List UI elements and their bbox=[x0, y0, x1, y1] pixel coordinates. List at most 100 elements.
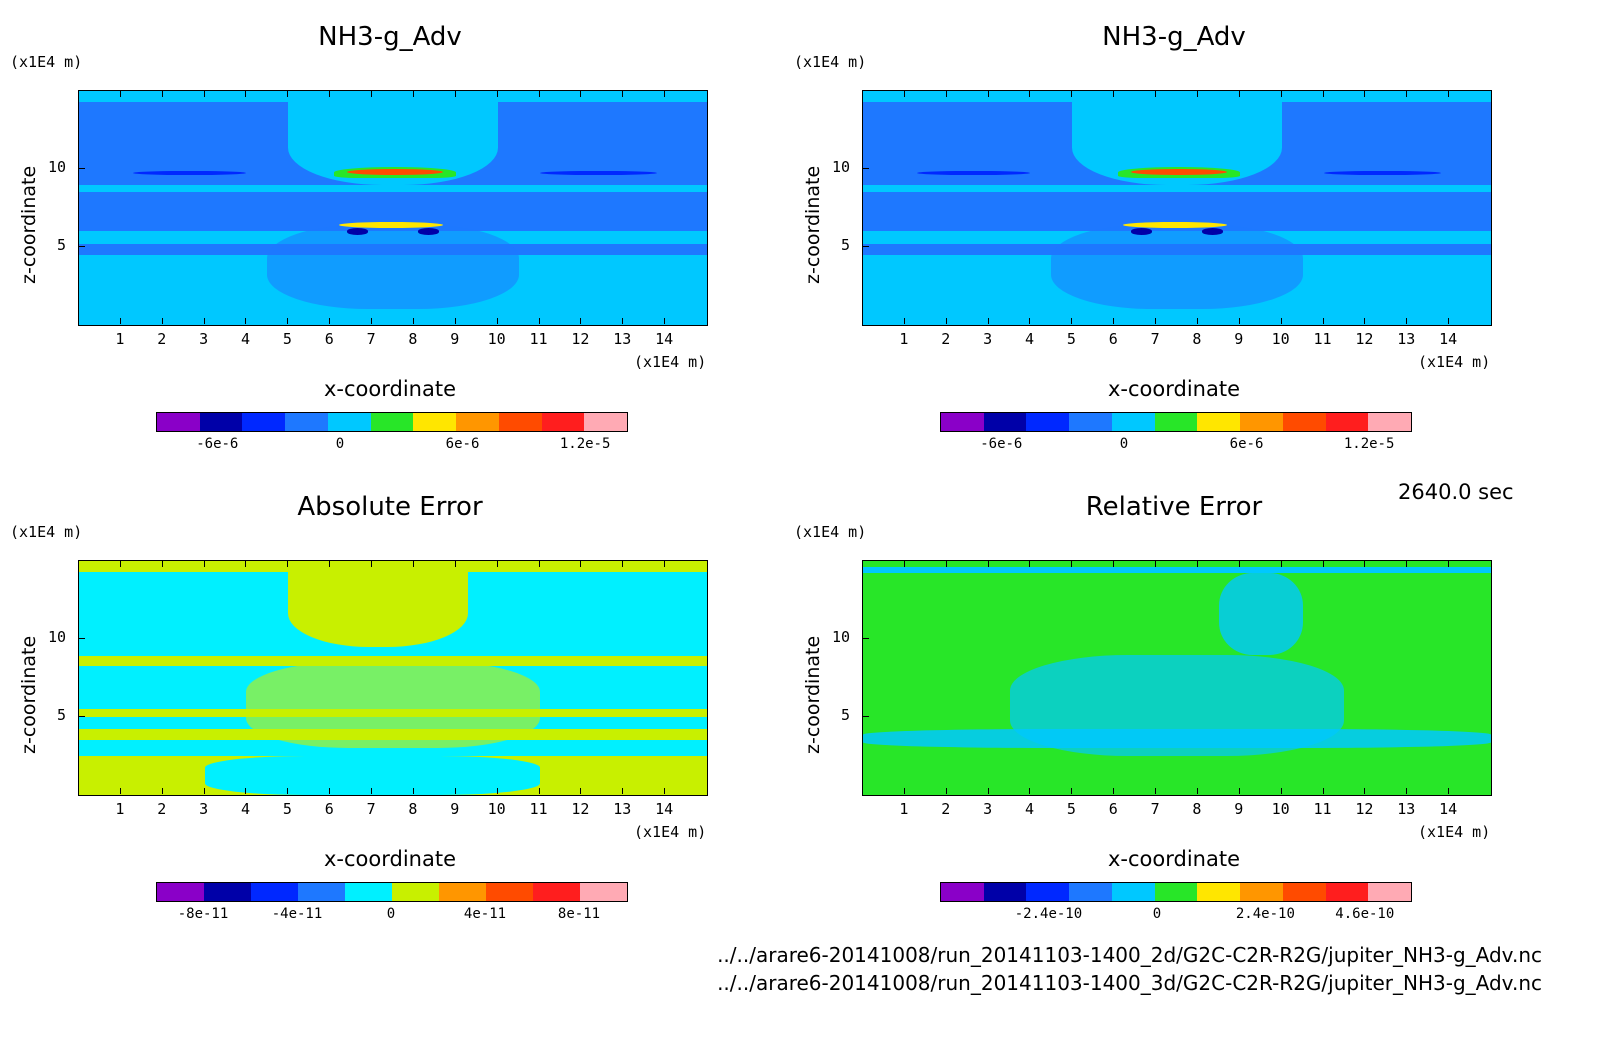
x-axis-label: x-coordinate bbox=[323, 377, 456, 401]
colorbar-swatch bbox=[1111, 413, 1155, 431]
x-tick-label: 10 bbox=[487, 800, 506, 818]
time-label: 2640.0 sec bbox=[1398, 480, 1514, 504]
colorbar bbox=[156, 882, 628, 902]
x-tick-mark bbox=[1364, 318, 1366, 324]
x-tick-label: 11 bbox=[529, 800, 548, 818]
contour-region bbox=[917, 170, 1031, 176]
x-axis-label: x-coordinate bbox=[323, 847, 456, 871]
x-tick-mark bbox=[119, 318, 121, 324]
contour-region bbox=[539, 170, 657, 176]
x-tick-label: 14 bbox=[1439, 800, 1458, 818]
y-tick-mark bbox=[79, 246, 85, 247]
colorbar-swatch bbox=[1069, 413, 1112, 431]
x-tick-label: 4 bbox=[1024, 330, 1034, 348]
colorbar-swatch bbox=[580, 883, 627, 901]
contour-region bbox=[1009, 654, 1345, 756]
x-tick-mark bbox=[1029, 318, 1031, 324]
x-tick-label: 3 bbox=[983, 330, 993, 348]
y-tick-label: 5 bbox=[57, 706, 67, 724]
colorbar-tick-label: -4e-11 bbox=[271, 906, 323, 922]
x-tick-mark-top bbox=[119, 91, 121, 97]
x-tick-label: 3 bbox=[199, 330, 209, 348]
colorbar-swatch bbox=[498, 413, 542, 431]
colorbar-tick-label: 1.2e-5 bbox=[1343, 436, 1395, 452]
x-tick-mark-top bbox=[161, 561, 163, 567]
colorbar-swatch bbox=[345, 883, 392, 901]
colorbar-swatch bbox=[541, 413, 585, 431]
x-tick-mark bbox=[454, 318, 456, 324]
y-tick-label: 5 bbox=[841, 236, 851, 254]
x-tick-mark-top bbox=[1406, 561, 1408, 567]
y-tick-label: 5 bbox=[841, 706, 851, 724]
chart-panel-1: NH3-g_Adv (x1E4 m) z-coordinate 1 2 3 4 5 6 7 8 9 10… bbox=[0, 0, 784, 470]
x-tick-mark-top bbox=[1071, 91, 1073, 97]
contour-region bbox=[1130, 169, 1228, 176]
x-tick-mark bbox=[496, 318, 498, 324]
x-tick-mark-top bbox=[1196, 91, 1198, 97]
x-tick-label: 9 bbox=[1234, 330, 1244, 348]
contour-region bbox=[79, 91, 707, 102]
x-tick-mark-top bbox=[903, 91, 905, 97]
colorbar-swatch bbox=[439, 883, 486, 901]
x-tick-mark bbox=[1448, 318, 1450, 324]
x-tick-mark bbox=[329, 318, 331, 324]
x-tick-mark bbox=[622, 318, 624, 324]
y-axis-label: z-coordinate bbox=[802, 635, 824, 754]
contour-region bbox=[79, 561, 707, 572]
x-tick-label: 1 bbox=[115, 800, 125, 818]
x-unit-label: (x1E4 m) bbox=[1418, 353, 1491, 371]
colorbar-swatch bbox=[157, 883, 204, 901]
colorbar-tick-label: 0 bbox=[335, 436, 345, 452]
x-tick-mark-top bbox=[1322, 91, 1324, 97]
x-tick-label: 13 bbox=[613, 800, 632, 818]
x-tick-label: 10 bbox=[487, 330, 506, 348]
x-tick-mark-top bbox=[1238, 91, 1240, 97]
x-tick-label: 12 bbox=[1355, 330, 1374, 348]
y-tick-mark bbox=[863, 638, 869, 639]
contour-region bbox=[246, 662, 540, 749]
x-tick-mark bbox=[1029, 788, 1031, 794]
colorbar-tick-label: 1.2e-5 bbox=[559, 436, 611, 452]
colorbar-swatch bbox=[327, 413, 371, 431]
y-tick-label: 10 bbox=[48, 158, 67, 176]
colorbar-swatch bbox=[1154, 413, 1198, 431]
x-tick-mark-top bbox=[945, 91, 947, 97]
x-tick-mark-top bbox=[371, 91, 373, 97]
x-tick-mark-top bbox=[1322, 561, 1324, 567]
x-tick-label: 2 bbox=[941, 800, 951, 818]
x-tick-mark bbox=[1364, 788, 1366, 794]
heatmap-plot-area bbox=[862, 90, 1492, 326]
x-tick-mark bbox=[1155, 788, 1157, 794]
x-tick-mark bbox=[496, 788, 498, 794]
x-tick-mark bbox=[580, 788, 582, 794]
x-tick-mark-top bbox=[1155, 561, 1157, 567]
x-tick-mark-top bbox=[1448, 561, 1450, 567]
footer-file-2d: ../../arare6-20141008/run_20141103-1400_… bbox=[717, 943, 1542, 967]
contour-region bbox=[346, 228, 368, 235]
x-tick-label: 14 bbox=[1439, 330, 1458, 348]
x-tick-mark-top bbox=[538, 91, 540, 97]
x-tick-mark bbox=[1280, 318, 1282, 324]
x-tick-mark bbox=[203, 788, 205, 794]
heatmap-plot-area bbox=[78, 560, 708, 796]
x-tick-mark bbox=[245, 788, 247, 794]
x-tick-mark bbox=[371, 318, 373, 324]
colorbar-tick-label: 8e-11 bbox=[557, 906, 601, 922]
x-tick-mark bbox=[538, 318, 540, 324]
colorbar bbox=[156, 412, 628, 432]
colorbar-swatch bbox=[1154, 883, 1198, 901]
colorbar-tick-label: 2.4e-10 bbox=[1235, 906, 1295, 922]
x-tick-mark-top bbox=[329, 91, 331, 97]
contour-region bbox=[863, 567, 1491, 574]
x-tick-mark bbox=[945, 788, 947, 794]
x-tick-mark-top bbox=[903, 561, 905, 567]
x-tick-mark bbox=[1113, 788, 1115, 794]
contour-region bbox=[1130, 228, 1152, 235]
contour-region bbox=[863, 91, 1491, 102]
colorbar-swatch bbox=[1197, 413, 1241, 431]
x-tick-mark-top bbox=[538, 561, 540, 567]
y-tick-label: 10 bbox=[832, 158, 851, 176]
colorbar-swatch bbox=[1282, 883, 1326, 901]
colorbar-swatch bbox=[392, 883, 439, 901]
x-tick-mark bbox=[987, 318, 989, 324]
